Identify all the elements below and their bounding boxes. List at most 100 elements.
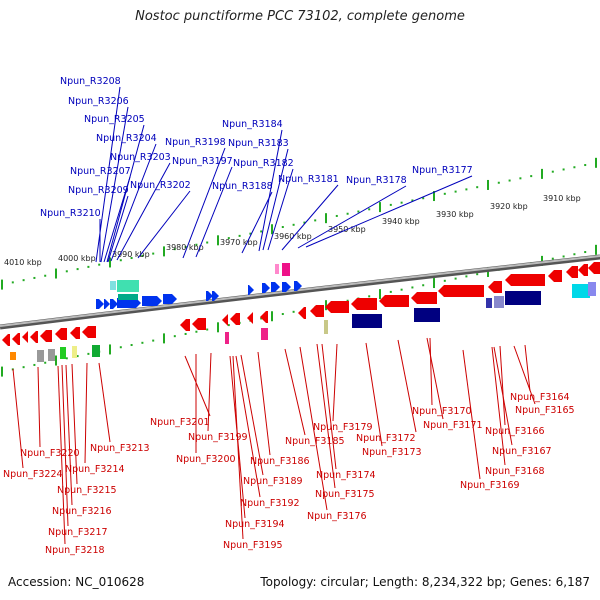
forward-gene-label: Npun_R3202 <box>130 180 191 191</box>
reverse-gene <box>379 295 409 307</box>
forward-gene <box>248 285 254 295</box>
reverse-gene <box>70 327 80 339</box>
forward-label-leader <box>195 166 233 258</box>
forward-label-leader <box>297 185 407 249</box>
reverse-gene-label: Npun_F3165 <box>515 405 575 416</box>
forward-gene-label: Npun_R3181 <box>278 174 339 185</box>
reverse-gene <box>22 331 28 343</box>
forward-gene-label: Npun_R3182 <box>233 158 294 169</box>
reverse-gene-label: Npun_F3189 <box>243 476 303 487</box>
reverse-label-leader <box>365 342 383 447</box>
scale-label: 3970 kbp <box>220 238 258 247</box>
feature-block <box>324 320 328 334</box>
forward-gene <box>212 291 219 301</box>
forward-label-leader <box>258 129 283 252</box>
reverse-label-leader <box>513 345 536 405</box>
reverse-gene <box>82 326 96 338</box>
reverse-gene-label: Npun_F3166 <box>485 426 545 437</box>
reverse-gene-label: Npun_F3185 <box>285 436 345 447</box>
feature-block <box>37 350 44 362</box>
forward-gene <box>96 299 104 309</box>
forward-gene-label: Npun_R3197 <box>172 156 233 167</box>
feature-block <box>92 345 100 357</box>
reverse-label-leader <box>12 368 24 469</box>
reverse-label-leader <box>462 349 481 480</box>
reverse-gene <box>180 319 190 331</box>
reverse-label-leader <box>184 355 211 417</box>
reverse-label-leader <box>284 348 306 436</box>
reverse-label-leader <box>429 337 433 406</box>
forward-label-leader <box>241 191 273 254</box>
reverse-gene-label: Npun_F3214 <box>65 464 125 475</box>
reverse-label-leader <box>61 364 69 527</box>
feature-block <box>572 284 590 298</box>
reverse-gene <box>411 292 437 304</box>
forward-label-leader <box>137 190 191 259</box>
feature-block <box>118 294 138 300</box>
reverse-gene-label: Npun_F3179 <box>313 422 373 433</box>
forward-label-leader <box>106 124 145 263</box>
reverse-label-leader <box>316 343 336 489</box>
forward-label-leader <box>305 175 473 248</box>
reverse-label-leader <box>235 355 261 498</box>
reverse-gene <box>310 305 324 317</box>
feature-block <box>588 282 596 296</box>
reverse-gene-label: Npun_F3224 <box>3 469 63 480</box>
reverse-gene <box>488 281 502 293</box>
reverse-gene-label: Npun_F3171 <box>423 420 483 431</box>
reverse-gene-label: Npun_F3174 <box>316 470 376 481</box>
reverse-gene <box>351 298 377 310</box>
feature-block <box>60 347 66 359</box>
reverse-gene <box>55 328 67 340</box>
reverse-gene-label: Npun_F3169 <box>460 480 520 491</box>
forward-label-leader <box>107 195 129 263</box>
forward-gene-label: Npun_R3198 <box>165 137 226 148</box>
feature-block <box>72 346 77 358</box>
reverse-gene-label: Npun_F3213 <box>90 443 150 454</box>
forward-gene <box>294 281 302 291</box>
reverse-label-leader <box>397 339 417 433</box>
reverse-gene <box>505 274 545 286</box>
forward-gene-label: Npun_R3184 <box>222 119 283 130</box>
feature-block <box>10 352 16 360</box>
reverse-gene <box>247 312 253 324</box>
reverse-gene-label: Npun_F3175 <box>315 489 375 500</box>
reverse-label-leader <box>491 346 506 466</box>
reverse-label-leader <box>426 337 444 420</box>
scale-label: 3990 kbp <box>112 250 150 259</box>
reverse-gene <box>298 307 306 319</box>
reverse-label-leader <box>65 364 73 506</box>
forward-gene-label: Npun_R3203 <box>110 152 171 163</box>
genome-summary: Topology: circular; Length: 8,234,322 bp… <box>260 575 590 589</box>
feature-block <box>117 280 139 292</box>
feature-block <box>261 328 268 340</box>
forward-gene <box>262 283 270 293</box>
reverse-gene-label: Npun_F3215 <box>57 485 117 496</box>
forward-gene-label: Npun_R3210 <box>40 208 101 219</box>
forward-gene <box>282 282 291 292</box>
scale-label: 3940 kbp <box>382 217 420 226</box>
reverse-gene <box>588 262 600 274</box>
forward-gene-label: Npun_R3183 <box>228 138 289 149</box>
forward-label-leader <box>100 106 129 263</box>
reverse-gene-label: Npun_F3199 <box>188 432 248 443</box>
feature-block <box>352 314 382 328</box>
forward-gene <box>142 296 162 306</box>
reverse-gene <box>30 331 38 343</box>
reverse-gene <box>2 334 10 346</box>
scale-label: 3960 kbp <box>274 232 312 241</box>
reverse-gene <box>566 266 578 278</box>
forward-gene-label: Npun_R3206 <box>68 96 129 107</box>
forward-gene <box>110 299 118 309</box>
forward-label-leader <box>103 176 131 263</box>
forward-gene-label: Npun_R3188 <box>212 181 273 192</box>
scale-label: 4000 kbp <box>58 254 96 263</box>
reverse-label-leader <box>321 343 337 470</box>
reverse-gene <box>325 301 349 313</box>
reverse-gene-label: Npun_F3218 <box>45 545 105 556</box>
reverse-gene-label: Npun_F3176 <box>307 511 367 522</box>
reverse-gene-label: Npun_F3217 <box>48 527 108 538</box>
reverse-label-leader <box>84 362 88 464</box>
forward-label-leader <box>116 162 171 261</box>
